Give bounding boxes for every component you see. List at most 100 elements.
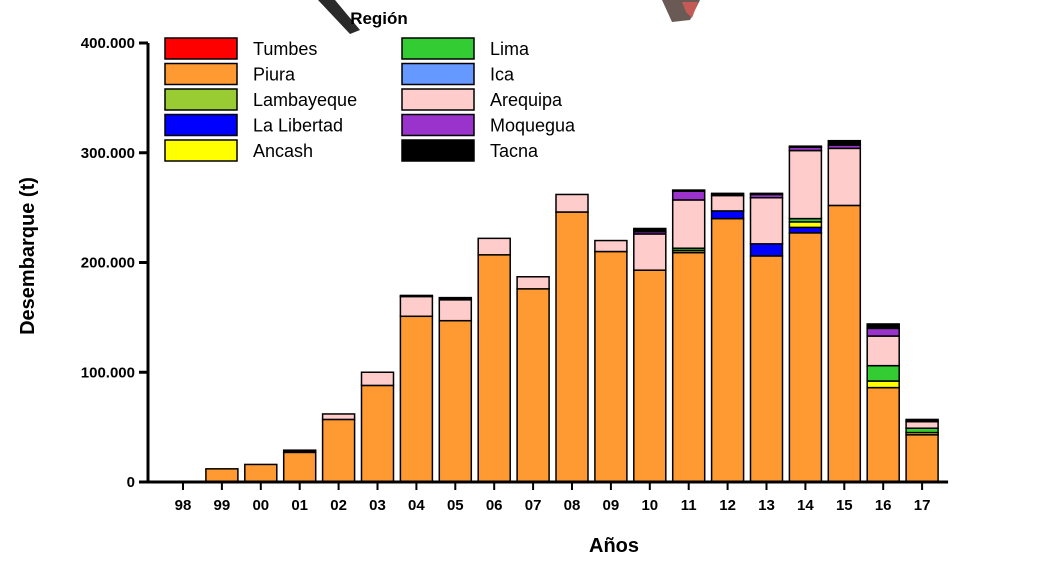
x-tick-label: 08 xyxy=(564,497,581,514)
bar-segment-piura xyxy=(516,288,550,483)
bar-segment-arequipa xyxy=(438,299,473,322)
bar-segment-arequipa xyxy=(749,196,784,245)
bar-segment-piura xyxy=(633,269,667,483)
bar-segment-la-libertad xyxy=(710,210,745,220)
x-tick-label: 00 xyxy=(252,497,269,514)
legend-swatch-moquegua xyxy=(401,113,475,137)
legend-label-lima: Lima xyxy=(490,39,530,59)
x-tick-label: 05 xyxy=(447,497,464,514)
bar-segment-la-libertad xyxy=(788,226,823,234)
legend-label-tacna: Tacna xyxy=(490,141,539,161)
decorative-illustration-fragment xyxy=(318,0,700,34)
bar-segment-piura xyxy=(244,463,278,483)
bar-segment-piura xyxy=(399,315,434,483)
bar-segment-arequipa xyxy=(399,295,434,318)
bar-segment-arequipa xyxy=(788,149,823,220)
x-tick-label: 13 xyxy=(758,497,775,514)
bar-segment-tacna xyxy=(866,323,900,330)
bar-segment-arequipa xyxy=(866,335,900,367)
x-tick-label: 17 xyxy=(914,497,931,514)
bar-segment-piura xyxy=(438,319,473,483)
legend-label-lambayeque: Lambayeque xyxy=(253,90,357,110)
bar-segment-tacna xyxy=(282,449,317,454)
bar-segment-piura xyxy=(788,232,823,483)
bar-segment-piura xyxy=(905,434,939,483)
y-axis: 0 100.000 200.000 300.000 400.000 xyxy=(81,35,150,491)
bar-segment-piura xyxy=(282,451,317,483)
bar-segment-piura xyxy=(321,418,356,483)
bar-segment-arequipa xyxy=(477,237,511,256)
bar-segment-tacna xyxy=(438,296,473,301)
bar-segment-piura xyxy=(827,204,862,483)
legend-swatch-la-libertad xyxy=(164,113,238,137)
legend-label-ica: Ica xyxy=(490,65,515,85)
x-tick-label: 12 xyxy=(719,497,736,514)
bar-segment-tacna xyxy=(710,192,745,197)
bar-segment-arequipa xyxy=(555,193,589,213)
bar-segment-arequipa xyxy=(827,147,862,207)
bar-segment-piura xyxy=(555,211,589,483)
x-tick-label: 09 xyxy=(603,497,620,514)
x-tick-label: 03 xyxy=(369,497,386,514)
y-tick-label: 100.000 xyxy=(81,364,135,381)
x-axis-title: Años xyxy=(589,535,639,557)
bar-segment-piura xyxy=(477,254,511,483)
legend-swatch-ica xyxy=(401,62,475,86)
plot-area xyxy=(205,139,939,483)
x-tick-label: 16 xyxy=(875,497,892,514)
x-tick-label: 99 xyxy=(214,497,231,514)
bar-segment-piura xyxy=(205,468,239,483)
y-axis-title: Desembarque (t) xyxy=(17,177,39,335)
bar-segment-ancash xyxy=(788,221,823,229)
legend-swatch-lima xyxy=(401,37,475,60)
bar-segment-tacna xyxy=(671,189,706,192)
bar-segment-arequipa xyxy=(321,413,356,421)
legend-label-la-libertad: La Libertad xyxy=(253,116,343,136)
legend-swatch-ancash xyxy=(164,139,238,162)
bar-segment-piura xyxy=(594,250,628,483)
y-tick-label: 200.000 xyxy=(81,255,135,272)
legend-swatch-lambayeque xyxy=(164,88,238,111)
x-tick-label: 10 xyxy=(641,497,658,514)
bar-segment-lima xyxy=(866,364,900,382)
legend-swatch-piura xyxy=(164,62,238,86)
x-tick-label: 11 xyxy=(681,497,697,514)
bar-segment-ancash xyxy=(866,380,900,389)
legend-swatch-arequipa xyxy=(401,88,475,111)
legend-label-tumbes: Tumbes xyxy=(253,39,317,59)
bar-segment-arequipa xyxy=(516,276,550,290)
legend-label-ancash: Ancash xyxy=(253,141,313,161)
x-tick-label: 06 xyxy=(486,497,503,514)
legend: Región Tumbes Piura Lambayeque La Libertad A… xyxy=(164,9,576,162)
legend-label-piura: Piura xyxy=(253,65,296,85)
bar-segment-arequipa xyxy=(905,420,939,429)
legend-swatch-tacna xyxy=(401,139,475,162)
bar-segment-tacna xyxy=(788,145,823,149)
x-tick-label: 01 xyxy=(291,497,308,514)
x-tick-label: 04 xyxy=(408,497,425,514)
bar-segment-tacna xyxy=(905,418,939,423)
bar-segment-arequipa xyxy=(360,371,395,387)
y-tick-label: 0 xyxy=(127,474,135,491)
bar-segment-piura xyxy=(710,217,745,483)
bar-segment-tacna xyxy=(749,192,784,196)
bar-segment-tacna xyxy=(827,139,862,146)
bar-segment-moquegua xyxy=(671,190,706,201)
bar-segment-tacna xyxy=(399,294,434,298)
bar-segment-piura xyxy=(866,386,900,483)
bar-segment-la-libertad xyxy=(749,243,784,257)
bar-segment-piura xyxy=(360,384,395,483)
bar-segment-arequipa xyxy=(633,233,667,271)
legend-swatch-tumbes xyxy=(164,37,238,60)
x-tick-label: 14 xyxy=(797,497,814,514)
x-tick-label: 98 xyxy=(175,497,192,514)
bar-segment-piura xyxy=(671,251,706,483)
bar-segment-moquegua xyxy=(866,327,900,337)
bar-segment-piura xyxy=(749,255,784,483)
legend-title: Región xyxy=(350,9,408,28)
bar-segment-arequipa xyxy=(671,199,706,249)
bar-segment-tacna xyxy=(633,227,667,233)
bar-segment-arequipa xyxy=(710,194,745,212)
y-tick-label: 300.000 xyxy=(81,145,135,162)
